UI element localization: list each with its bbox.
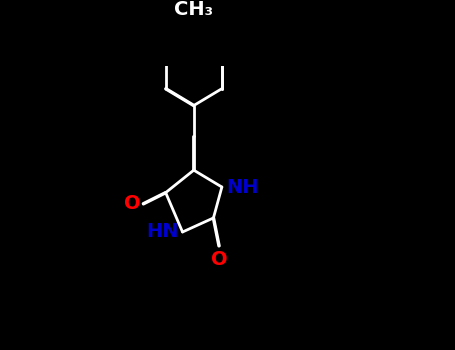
Text: NH: NH	[226, 177, 258, 197]
Text: O: O	[211, 250, 228, 269]
Text: CH₃: CH₃	[174, 0, 213, 20]
Text: O: O	[124, 194, 141, 214]
Text: HN: HN	[146, 223, 178, 241]
